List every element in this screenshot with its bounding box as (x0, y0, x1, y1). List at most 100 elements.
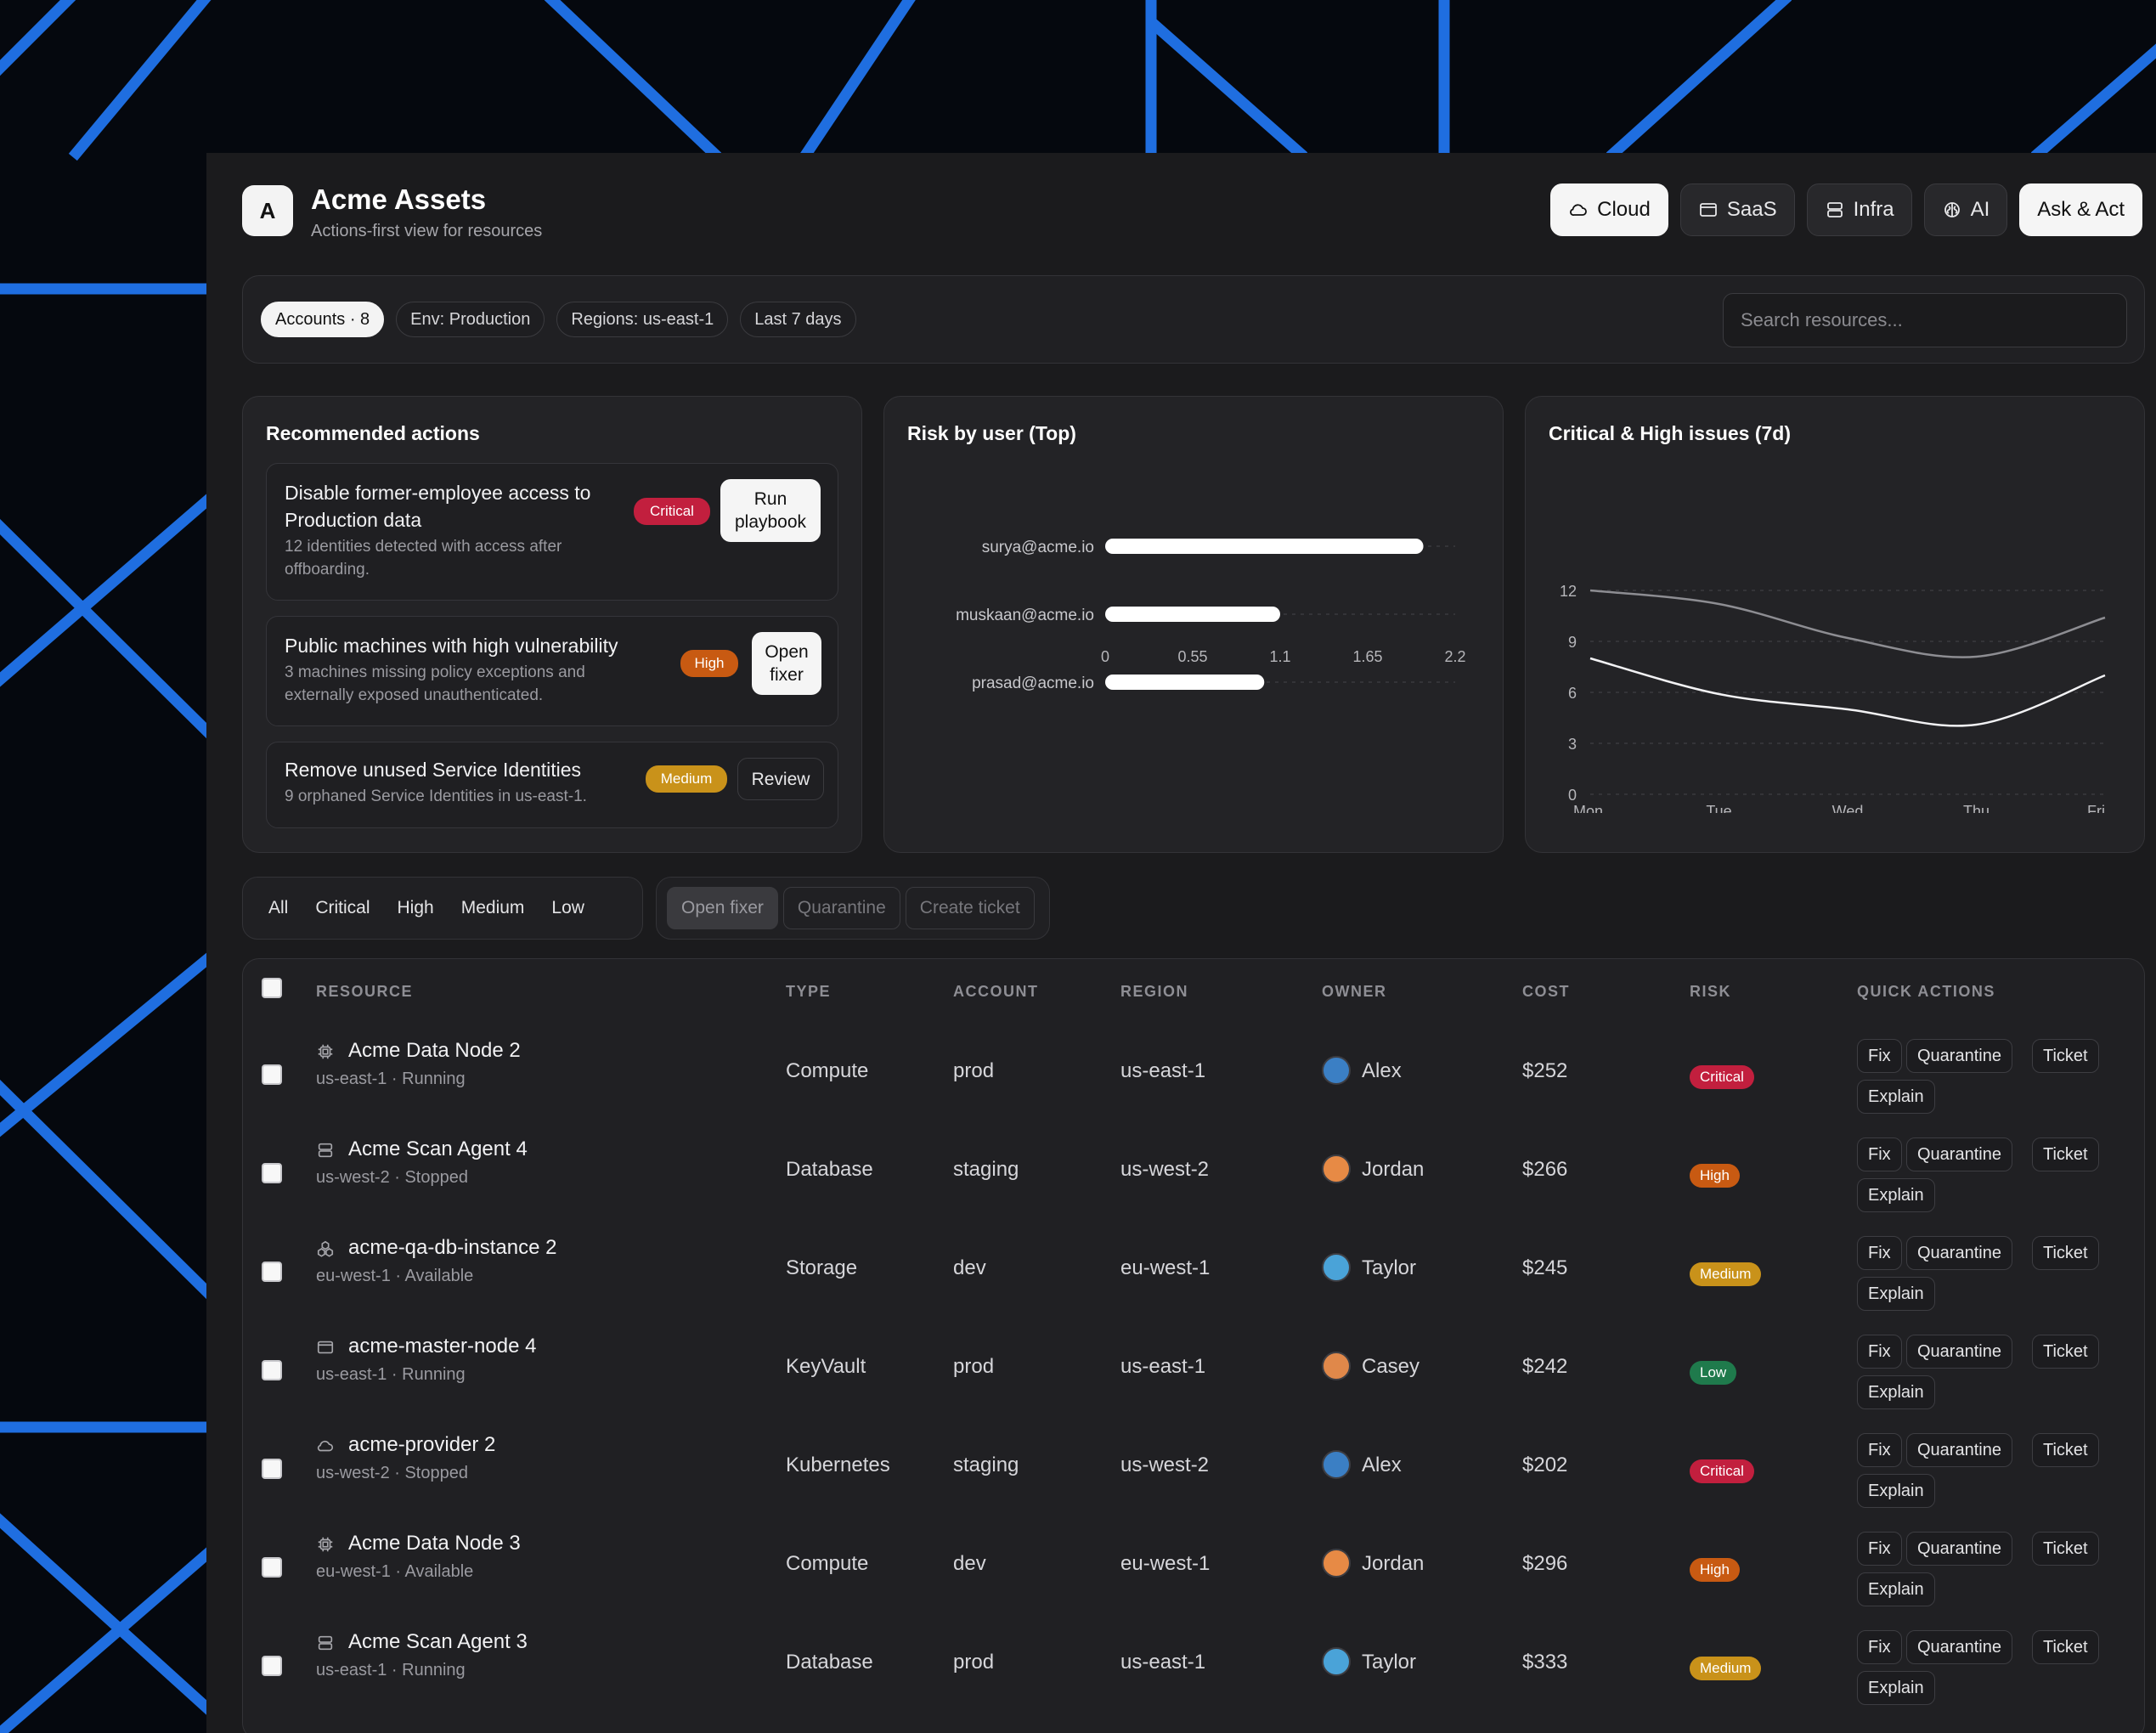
table-row[interactable]: Acme Scan Agent 4 us-west-2 · Stopped Da… (243, 1137, 2144, 1236)
row-checkbox[interactable] (262, 1656, 282, 1676)
quick-action-explain-button[interactable]: Explain (1857, 1178, 1935, 1212)
quick-action-explain-button[interactable]: Explain (1857, 1375, 1935, 1409)
quick-action-ticket-button[interactable]: Ticket (2032, 1433, 2099, 1467)
resource-cost: $202 (1522, 1454, 1568, 1476)
resource-name[interactable]: Acme Data Node 3 (348, 1532, 521, 1555)
bulk-create-ticket-button[interactable]: Create ticket (905, 887, 1035, 929)
quick-action-quarantine-button[interactable]: Quarantine (1906, 1630, 2012, 1664)
nav-saas-button[interactable]: SaaS (1679, 183, 1795, 236)
quick-action-quarantine-button[interactable]: Quarantine (1906, 1039, 2012, 1073)
severity-badge: High (680, 650, 738, 677)
y-tick-label: 9 (1568, 634, 1577, 651)
row-checkbox[interactable] (262, 1360, 282, 1380)
quick-action-fix-button[interactable]: Fix (1857, 1532, 1902, 1566)
open-fixer-button[interactable]: Open fixer (752, 632, 821, 695)
quick-action-fix-button[interactable]: Fix (1857, 1433, 1902, 1467)
quick-action-explain-button[interactable]: Explain (1857, 1572, 1935, 1606)
resource-name[interactable]: acme-provider 2 (348, 1433, 496, 1456)
button-line: Run (753, 489, 787, 509)
env-chip[interactable]: Env: Production (396, 302, 545, 337)
bar-label: muskaan@acme.io (956, 607, 1094, 624)
risk-badge: Critical (1690, 1459, 1754, 1483)
table-row[interactable]: Acme Scan Agent 3 us-east-1 · Running Da… (243, 1630, 2144, 1729)
resource-owner: Taylor (1362, 1651, 1417, 1674)
quick-action-fix-button[interactable]: Fix (1857, 1335, 1902, 1369)
quick-action-quarantine-button[interactable]: Quarantine (1906, 1433, 2012, 1467)
accounts-chip[interactable]: Accounts · 8 (261, 302, 385, 337)
resource-region: us-west-2 (1120, 1454, 1210, 1476)
avatar (1322, 1450, 1351, 1479)
time-range-chip[interactable]: Last 7 days (740, 302, 856, 337)
resource-name[interactable]: acme-master-node 4 (348, 1335, 537, 1358)
quick-action-quarantine-button[interactable]: Quarantine (1906, 1236, 2012, 1270)
resource-cost: $252 (1522, 1059, 1568, 1082)
row-checkbox[interactable] (262, 1459, 282, 1479)
quick-action-explain-button[interactable]: Explain (1857, 1671, 1935, 1705)
resource-name[interactable]: Acme Scan Agent 3 (348, 1630, 528, 1653)
table-row[interactable]: Acme Data Node 2 us-east-1 · Running Com… (243, 1039, 2144, 1137)
nav-ai-button[interactable]: AI (1923, 183, 2008, 236)
quick-action-quarantine-button[interactable]: Quarantine (1906, 1137, 2012, 1171)
nav-cloud-button[interactable]: Cloud (1550, 183, 1668, 236)
run-playbook-label: Run playbook (735, 488, 806, 533)
bulk-open-fixer-button[interactable]: Open fixer (667, 887, 778, 929)
quick-action-explain-button[interactable]: Explain (1857, 1474, 1935, 1508)
table-row[interactable]: acme-master-node 4 us-east-1 · Running K… (243, 1335, 2144, 1433)
quick-action-fix-button[interactable]: Fix (1857, 1630, 1902, 1664)
row-checkbox[interactable] (262, 1262, 282, 1282)
quick-action-ticket-button[interactable]: Ticket (2032, 1137, 2099, 1171)
table-row[interactable]: acme-provider 2 us-west-2 · Stopped Kube… (243, 1433, 2144, 1532)
ask-act-button[interactable]: Ask & Act (2019, 183, 2142, 236)
quick-action-ticket-button[interactable]: Ticket (2032, 1236, 2099, 1270)
x-tick-label: 0 (1101, 648, 1109, 665)
review-button[interactable]: Review (737, 758, 824, 800)
row-checkbox[interactable] (262, 1064, 282, 1085)
bulk-quarantine-button[interactable]: Quarantine (782, 887, 900, 929)
resource-name[interactable]: acme-qa-db-instance 2 (348, 1236, 557, 1259)
quick-action-ticket-button[interactable]: Ticket (2032, 1335, 2099, 1369)
priority-low[interactable]: Low (551, 898, 584, 917)
quick-action-fix-button[interactable]: Fix (1857, 1039, 1902, 1073)
quick-action-fix-button[interactable]: Fix (1857, 1236, 1902, 1270)
table-row[interactable]: Acme Data Node 3 eu-west-1 · Available C… (243, 1532, 2144, 1630)
issues-chart-title: Critical & High issues (7d) (1549, 422, 1792, 444)
cloud-icon (317, 1440, 334, 1452)
resource-cost: $333 (1522, 1651, 1568, 1674)
priority-all[interactable]: All (268, 898, 289, 917)
priority-high[interactable]: High (397, 898, 434, 917)
quick-action-quarantine-button[interactable]: Quarantine (1906, 1532, 2012, 1566)
quick-action-ticket-button[interactable]: Ticket (2032, 1039, 2099, 1073)
search-input[interactable] (1723, 293, 2127, 347)
table-row[interactable]: acme-qa-db-instance 2 eu-west-1 · Availa… (243, 1236, 2144, 1335)
quick-action-ticket-button[interactable]: Ticket (2032, 1630, 2099, 1664)
column-header: TYPE (786, 983, 832, 1000)
select-all-checkbox[interactable] (262, 978, 282, 998)
resource-type: Storage (786, 1256, 858, 1279)
app-window: A Acme Assets Actions-first view for res… (206, 153, 2156, 1733)
brain-icon (1944, 202, 1960, 217)
resource-name[interactable]: Acme Scan Agent 4 (348, 1137, 528, 1160)
nav-buttons: Cloud SaaS Infra AI Ask & Act (1550, 183, 2142, 236)
quick-action-explain-button[interactable]: Explain (1857, 1080, 1935, 1114)
quick-action-fix-button[interactable]: Fix (1857, 1137, 1902, 1171)
priority-critical[interactable]: Critical (315, 898, 370, 917)
avatar (1322, 1549, 1351, 1578)
series-line (1589, 589, 2106, 658)
column-header: QUICK ACTIONS (1857, 983, 1995, 1000)
nav-infra-button[interactable]: Infra (1806, 183, 1912, 236)
nav-saas-label: SaaS (1726, 198, 1777, 221)
run-playbook-button[interactable]: Run playbook (720, 479, 821, 542)
quick-action-explain-button[interactable]: Explain (1857, 1277, 1935, 1311)
row-checkbox[interactable] (262, 1557, 282, 1578)
resource-cost: $266 (1522, 1158, 1568, 1181)
column-header: REGION (1120, 983, 1189, 1000)
page-title: Acme Assets (311, 183, 487, 215)
resource-cost: $296 (1522, 1552, 1568, 1575)
resource-name[interactable]: Acme Data Node 2 (348, 1039, 521, 1062)
priority-medium[interactable]: Medium (460, 898, 525, 917)
x-tick-label: 1.1 (1269, 648, 1290, 665)
quick-action-ticket-button[interactable]: Ticket (2032, 1532, 2099, 1566)
regions-chip[interactable]: Regions: us-east-1 (556, 302, 729, 337)
row-checkbox[interactable] (262, 1163, 282, 1183)
quick-action-quarantine-button[interactable]: Quarantine (1906, 1335, 2012, 1369)
